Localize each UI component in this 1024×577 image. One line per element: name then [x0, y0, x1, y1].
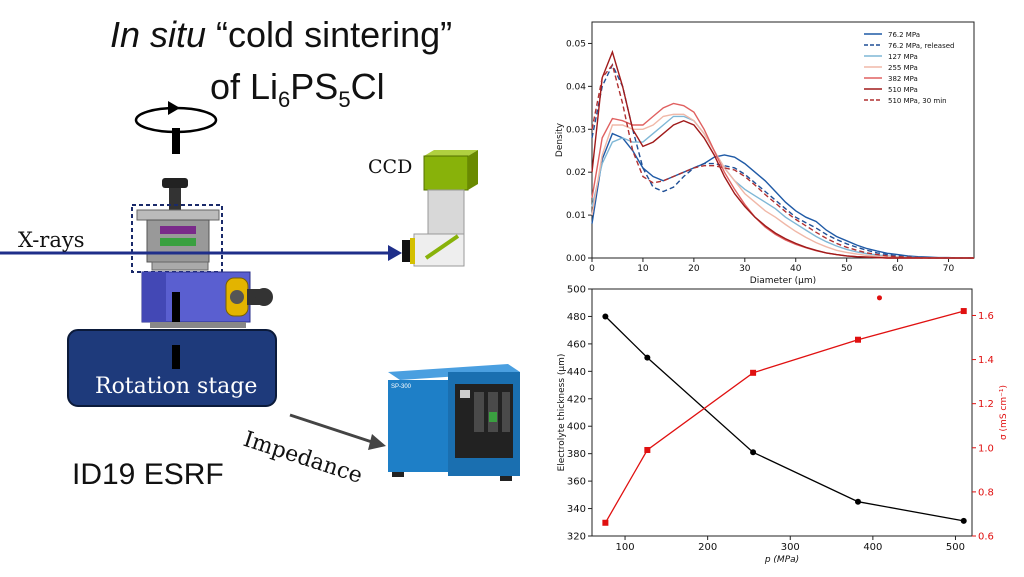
- y-tick-label: 0.02: [566, 168, 586, 178]
- title-italic: In situ: [110, 14, 207, 55]
- data-point: [644, 354, 651, 361]
- x-axis-label: p (MPa): [764, 555, 799, 565]
- legend-label: 510 MPa, 30 min: [888, 97, 947, 105]
- y-tick-label: 0.01: [566, 211, 586, 221]
- xrays-label: X-rays: [18, 228, 85, 252]
- x-tick-label: 40: [790, 264, 802, 274]
- x-tick-label: 100: [615, 542, 634, 553]
- y-tick-label: 360: [567, 477, 586, 488]
- series-line: [591, 113, 974, 259]
- y2-tick-label: 0.6: [978, 532, 994, 543]
- series-line: [591, 132, 974, 259]
- formula-ps: PS: [290, 66, 339, 107]
- legend-label: 255 MPa: [888, 64, 918, 72]
- title-line-1: In situ “cold sintering”: [110, 14, 452, 56]
- x-tick-label: 10: [637, 264, 649, 274]
- series-line: [591, 49, 974, 259]
- xray-beam: [0, 245, 402, 261]
- y2-tick-label: 0.8: [978, 487, 994, 498]
- y-tick-label: 0.00: [566, 254, 586, 264]
- formula-sub-5: 5: [338, 87, 351, 113]
- x-tick-label: 200: [698, 542, 717, 553]
- y2-axis-label: σ (mS cm⁻¹): [999, 385, 1009, 440]
- press-cell: [131, 204, 223, 273]
- x-tick-label: 70: [943, 264, 955, 274]
- y-tick-label: 0.05: [566, 39, 586, 49]
- title-rest: “cold sintering”: [206, 14, 453, 55]
- y2-tick-label: 1.2: [978, 399, 994, 410]
- y2-tick-label: 1.0: [978, 443, 994, 454]
- data-point: [960, 308, 967, 315]
- x-tick-label: 0: [589, 264, 595, 274]
- series-line: [604, 310, 964, 524]
- ccd-label: CCD: [368, 156, 413, 178]
- data-point: [960, 517, 967, 524]
- y-tick-label: 320: [567, 532, 586, 543]
- x-tick-label: 300: [781, 542, 800, 553]
- series-line: [591, 63, 974, 259]
- density-chart: 0 10 20 30 40 50 60 70 0.00 0.01 0.02 0.03 0.04 0.05 D…: [555, 21, 975, 285]
- data-point: [644, 446, 651, 453]
- y-tick-label: 420: [567, 394, 586, 405]
- impedance-arrow-icon: [289, 413, 386, 450]
- outlier-point: [876, 295, 882, 301]
- ccd-detector: [402, 150, 478, 267]
- cell-holder: [141, 271, 273, 328]
- rotation-stage: [67, 329, 277, 407]
- y-tick-label: 0.03: [566, 125, 586, 135]
- legend-label: 76.2 MPa, released: [888, 42, 954, 50]
- plot-frame: [591, 288, 973, 537]
- x-tick-label: 30: [739, 264, 751, 274]
- y-tick-label: 0.04: [566, 82, 586, 92]
- facility-label: ID19 ESRF: [72, 458, 224, 491]
- y2-tick-label: 1.6: [978, 311, 994, 322]
- potentiostat: [388, 364, 520, 481]
- setup-schematic: [0, 101, 520, 481]
- data-point: [855, 336, 861, 343]
- rotation-stage-label: Rotation stage: [95, 374, 258, 399]
- y-tick-label: 480: [567, 312, 586, 323]
- y-tick-label: 380: [567, 449, 586, 460]
- y-tick-label: 400: [567, 422, 586, 433]
- rotation-arrow-icon: [134, 101, 218, 154]
- x-tick-label: 50: [841, 264, 853, 274]
- y-tick-label: 500: [567, 285, 586, 296]
- legend-label: 76.2 MPa: [888, 31, 920, 39]
- device-brand: SP-300: [391, 384, 412, 390]
- title-line-2: of Li6PS5Cl: [210, 66, 385, 113]
- x-tick-label: 400: [863, 542, 882, 553]
- thickness-conductivity-chart: 100 200 300 400 500 320 340 360 380 400 420 440 460 4…: [557, 285, 1009, 566]
- x-tick-label: 500: [946, 542, 965, 553]
- plot-frame: [591, 21, 975, 259]
- legend-label: 382 MPa: [888, 75, 918, 83]
- y-axis-label: Electrolyte thickness (μm): [557, 354, 567, 472]
- legend-label: 510 MPa: [888, 86, 918, 94]
- y-tick-label: 340: [567, 504, 586, 515]
- region-of-interest: [131, 204, 223, 273]
- x-axis-label: Diameter (μm): [750, 276, 816, 285]
- x-tick-label: 60: [892, 264, 904, 274]
- formula-li: of Li: [210, 66, 279, 107]
- series-line: [604, 315, 964, 522]
- formula-cl: Cl: [350, 66, 385, 107]
- legend-label: 127 MPa: [888, 53, 918, 61]
- x-tick-label: 20: [688, 264, 700, 274]
- data-point: [602, 313, 609, 320]
- data-point: [750, 449, 757, 456]
- data-point: [855, 498, 861, 505]
- y2-tick-label: 1.4: [978, 355, 994, 366]
- data-point: [602, 519, 609, 526]
- y-tick-label: 460: [567, 339, 586, 350]
- y-tick-label: 440: [567, 367, 586, 378]
- data-point: [750, 369, 757, 376]
- y-axis-label: Density: [555, 122, 565, 157]
- formula-sub-6: 6: [278, 87, 291, 113]
